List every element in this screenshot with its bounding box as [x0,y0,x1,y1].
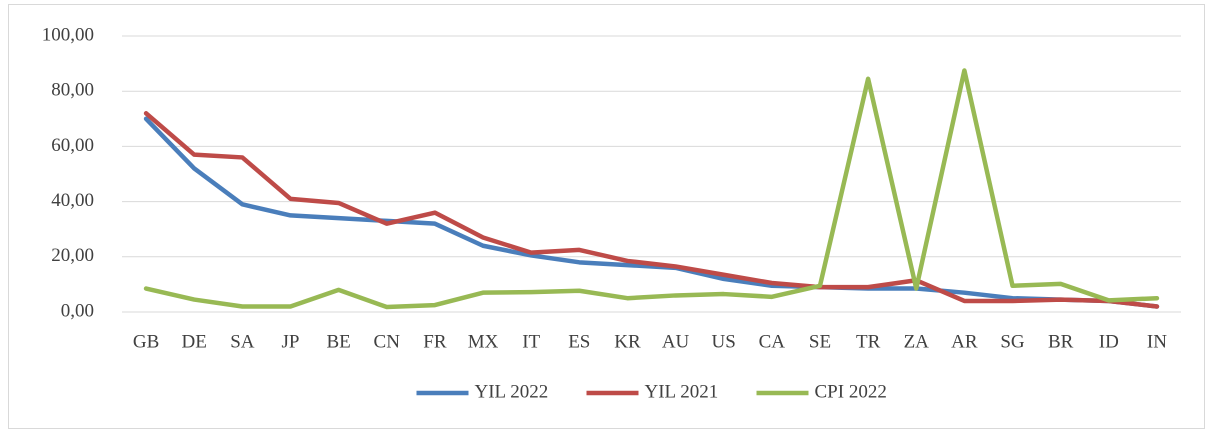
y-tick-label: 40,00 [51,190,94,211]
y-tick-label: 20,00 [51,245,94,266]
x-tick-label: CA [759,331,786,352]
x-tick-label: FR [423,331,447,352]
x-tick-label: ID [1099,331,1119,352]
chart-border [8,4,1205,429]
x-tick-label: ES [568,331,590,352]
x-tick-label: US [712,331,736,352]
data-line [143,116,1160,309]
x-tick-label: SE [809,331,831,352]
x-tick-label: AR [951,331,978,352]
data-line [143,111,1160,309]
x-tick-label: CN [374,331,401,352]
legend-label: YIL 2022 [475,381,549,402]
x-tick-label: ZA [904,331,930,352]
x-tick-label: SA [230,331,255,352]
y-tick-label: 60,00 [51,135,94,156]
y-tick-label: 100,00 [42,24,94,45]
x-tick-label: KR [614,331,641,352]
x-tick-label: BE [326,331,350,352]
y-tick-label: 0,00 [61,300,94,321]
legend-label: CPI 2022 [815,381,887,402]
x-tick-label: JP [281,331,299,352]
y-tick-label: 80,00 [51,80,94,101]
x-tick-label: IN [1147,331,1167,352]
x-tick-label: IT [522,331,540,352]
x-tick-label: BR [1048,331,1074,352]
x-tick-label: DE [182,331,207,352]
x-tick-label: GB [133,331,159,352]
x-tick-label: AU [662,331,690,352]
x-tick-label: TR [856,331,881,352]
data-line [143,68,1160,310]
legend-label: YIL 2021 [645,381,719,402]
x-tick-label: SG [1000,331,1025,352]
x-tick-label: MX [468,331,499,352]
